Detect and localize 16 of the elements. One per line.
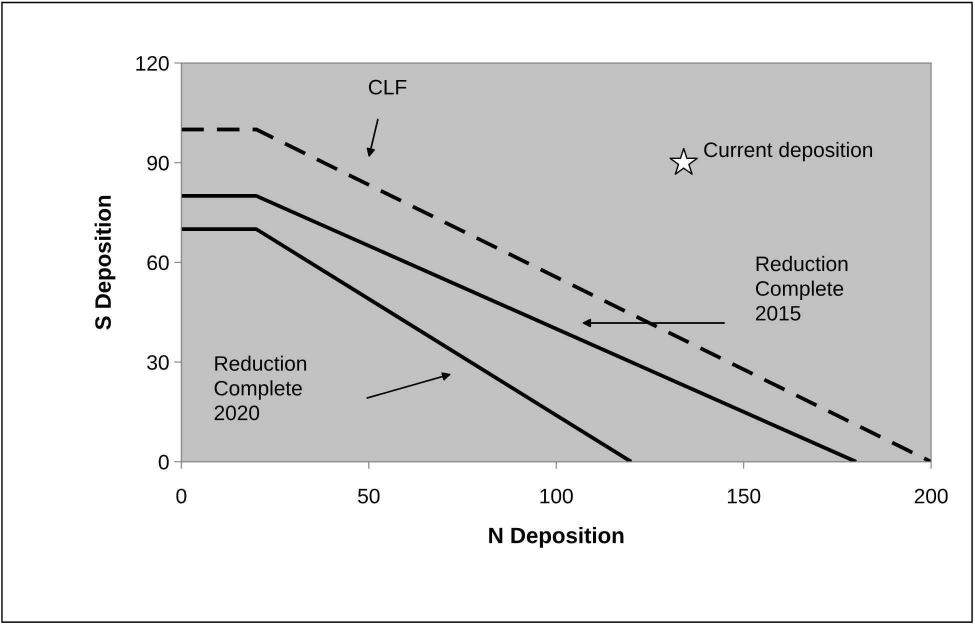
y-tick-label: 60 [147,255,169,270]
x-tick-label: 100 [540,488,573,504]
y-tick-label: 120 [136,56,169,71]
annotation: Reduction Complete 2015 [756,256,848,321]
annotation: CLF [368,80,406,95]
y-tick-label: 0 [158,454,169,470]
y-tick-label: 30 [147,355,169,370]
x-tick-label: 50 [358,488,380,504]
y-axis-title: S Deposition [94,196,116,330]
x-tick-label: 200 [914,488,948,504]
series-label: Current deposition [704,142,872,162]
x-tick-label: 150 [728,488,760,504]
annotation: Reduction Complete 2020 [214,356,306,420]
y-tick-label: 90 [147,156,169,170]
x-tick-label: 0 [176,488,186,504]
x-axis-title: N Deposition [489,527,624,548]
